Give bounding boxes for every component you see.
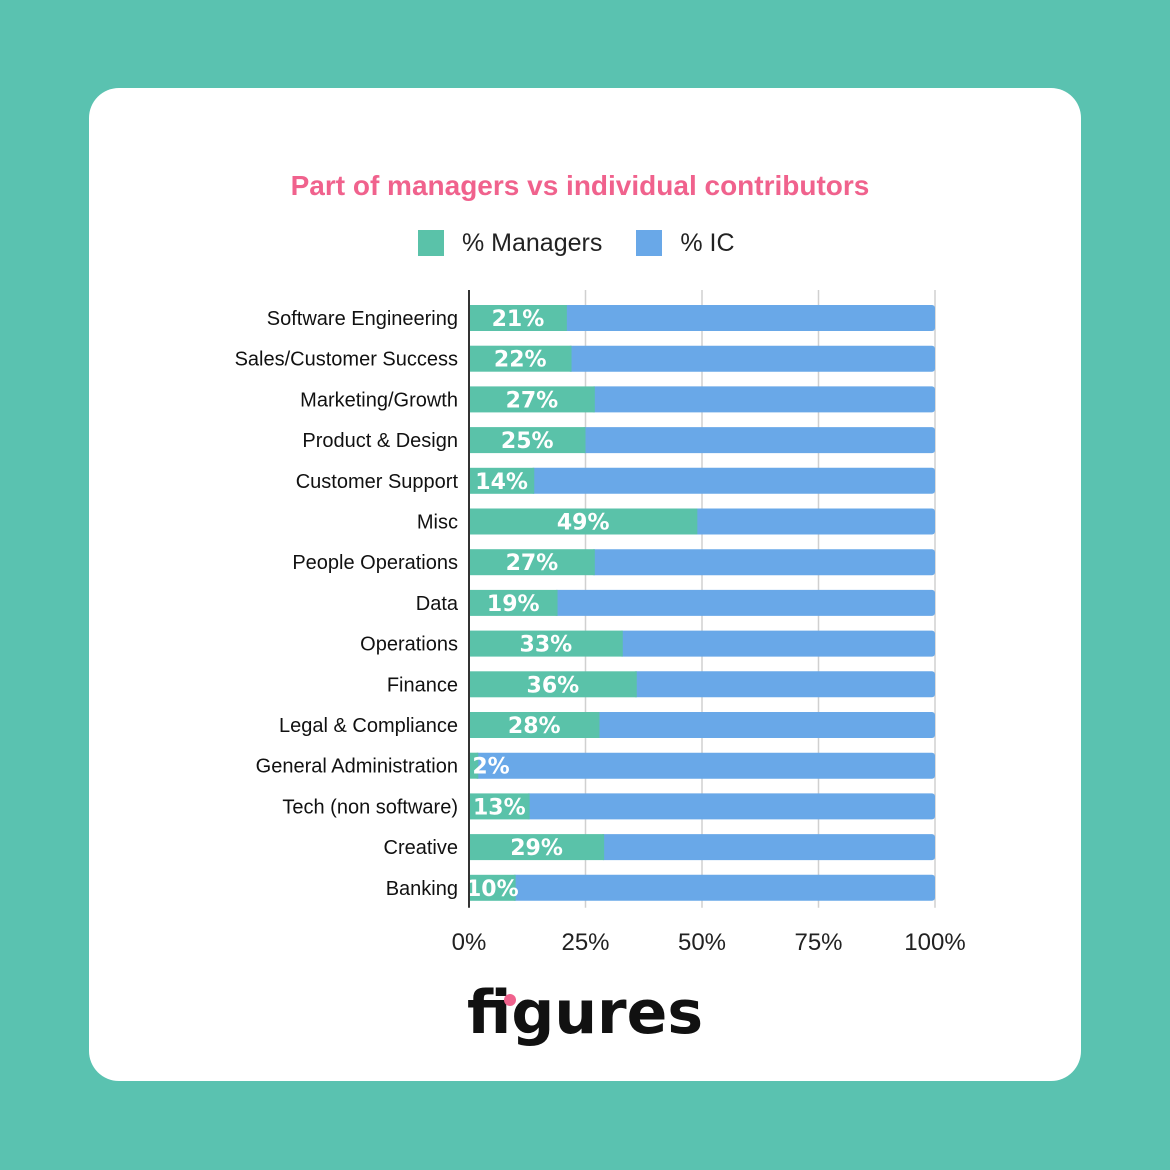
bar-ic	[632, 671, 935, 698]
category-label: People Operations	[292, 552, 458, 574]
bar-managers	[469, 712, 600, 738]
bar-ic	[618, 630, 935, 657]
bar-ic	[525, 793, 935, 820]
logo-accent-dot	[503, 994, 516, 1006]
category-label: Operations	[360, 634, 458, 656]
legend-label-managers: % Managers	[462, 228, 603, 257]
bar-ic	[511, 874, 935, 901]
category-label: Finance	[387, 674, 458, 696]
bar-ic	[600, 834, 935, 861]
bar-managers	[469, 549, 595, 576]
data-label: 36%	[527, 673, 580, 698]
data-label: 13%	[473, 795, 526, 820]
data-label: 28%	[508, 714, 561, 739]
data-label: 2%	[472, 755, 509, 780]
data-label: 22%	[494, 348, 547, 373]
data-label: 10%	[466, 877, 519, 902]
figures-logo: figures	[0, 978, 1170, 1048]
bar-ic	[581, 427, 935, 454]
data-label: 49%	[557, 511, 610, 536]
legend-item-ic: % IC	[636, 228, 735, 258]
bar-managers	[469, 467, 535, 494]
bar-managers	[469, 630, 623, 657]
data-label: 19%	[487, 592, 540, 617]
x-tick-label: 25%	[561, 929, 609, 956]
bar-managers	[469, 671, 637, 698]
data-label: 27%	[506, 551, 559, 576]
logo-wordmark: figures	[466, 978, 704, 1048]
bar-managers	[469, 345, 572, 372]
chart-legend: % Managers % IC	[418, 228, 769, 258]
bar-managers	[469, 834, 605, 861]
bar-ic	[595, 712, 935, 738]
legend-swatch-managers	[418, 230, 444, 256]
category-label: Data	[416, 593, 459, 615]
data-label: 25%	[501, 429, 554, 454]
data-label: 33%	[520, 633, 573, 658]
category-label: General Administration	[256, 756, 458, 778]
category-label: Legal & Compliance	[279, 715, 458, 737]
category-label: Tech (non software)	[282, 796, 458, 818]
bar-ic	[530, 467, 935, 494]
bar-ic	[474, 752, 935, 779]
bar-managers	[469, 793, 530, 820]
category-label: Software Engineering	[267, 308, 458, 330]
chart-title: Part of managers vs individual contribut…	[290, 170, 870, 201]
category-label: Marketing/Growth	[300, 389, 458, 411]
bar-ic	[562, 305, 935, 331]
bar-managers	[469, 427, 586, 454]
bar-ic	[567, 345, 935, 372]
bar-ic	[553, 589, 935, 616]
category-label: Customer Support	[296, 471, 459, 493]
category-label: Misc	[417, 512, 458, 534]
category-label: Sales/Customer Success	[235, 349, 458, 371]
legend-label-ic: % IC	[680, 228, 735, 257]
category-label: Banking	[386, 878, 458, 900]
legend-swatch-ic	[636, 230, 663, 256]
bar-ic	[590, 549, 935, 576]
x-tick-label: 100%	[904, 929, 965, 956]
data-label: 14%	[475, 470, 528, 495]
legend-item-managers: % Managers	[418, 229, 602, 258]
data-label: 21%	[492, 307, 545, 332]
category-label: Creative	[384, 837, 458, 859]
bar-managers	[469, 752, 479, 779]
bar-ic	[590, 386, 935, 413]
bar-ic	[693, 508, 935, 535]
bar-managers	[469, 508, 698, 535]
bar-managers	[469, 305, 567, 331]
bar-managers	[469, 589, 558, 616]
x-tick-label: 0%	[452, 929, 487, 956]
bar-managers	[469, 874, 516, 901]
x-tick-label: 50%	[678, 929, 726, 956]
bar-managers	[469, 386, 595, 413]
x-tick-label: 75%	[794, 929, 842, 956]
data-label: 27%	[506, 388, 559, 413]
category-label: Product & Design	[302, 430, 458, 452]
data-label: 29%	[510, 836, 563, 861]
